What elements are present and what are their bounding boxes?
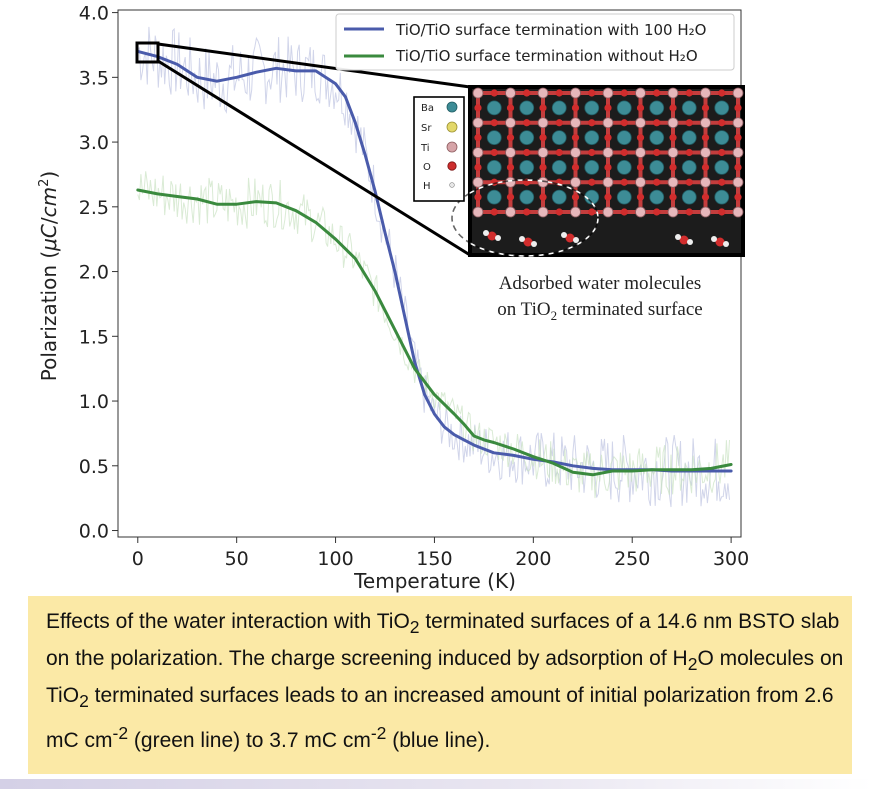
series-line-blue	[136, 49, 733, 473]
zoom-marker-box	[135, 41, 160, 64]
x-axis-label: Temperature (K)	[353, 569, 516, 593]
x-tick-label: 150	[416, 548, 452, 570]
legend-label-blue: TiO/TiO surface termination with 100 H₂O	[395, 21, 706, 39]
y-tick-label: 3.5	[79, 67, 109, 89]
zoom-connector-bottom	[157, 59, 471, 257]
svg-text:Sr: Sr	[421, 123, 432, 134]
x-tick-label: 300	[713, 548, 749, 570]
y-axis-label: Polarization (μC/cm2)	[37, 171, 61, 381]
y-tick-label: 3.0	[79, 132, 109, 154]
y-tick-label: 2.0	[79, 262, 109, 284]
bottom-decorative-band	[0, 779, 873, 789]
inset-structure-image	[451, 85, 745, 257]
y-tick-label: 1.0	[79, 391, 109, 413]
raw-trace-blue	[137, 26, 730, 508]
y-tick-label: 2.5	[79, 197, 109, 219]
inset-caption: Adsorbed water molecules on TiO2 termina…	[497, 273, 702, 323]
legend-label-green: TiO/TiO surface termination without H₂O	[395, 47, 698, 65]
y-axis-ticks: 0.0 0.5 1.0 1.5 2.0 2.5 3.0 3.5 4.0	[79, 3, 118, 543]
inset-caption-line2: on TiO2 terminated surface	[497, 299, 702, 323]
series-line-green	[136, 188, 733, 477]
x-tick-label: 200	[515, 548, 551, 570]
legend: TiO/TiO surface termination with 100 H₂O…	[335, 13, 735, 71]
x-tick-label: 0	[132, 548, 144, 570]
inset-atom-key: Ba Sr Ti O H	[413, 96, 465, 202]
chart: Polarization (μC/cm2) Temperature (K) 0.…	[37, 3, 749, 593]
plot-frame	[117, 9, 742, 538]
x-tick-label: 250	[614, 548, 650, 570]
x-tick-label: 50	[225, 548, 249, 570]
caption-panel	[28, 596, 852, 774]
x-tick-label: 100	[317, 548, 353, 570]
figure-caption: Effects of the water interaction with Ti…	[46, 610, 844, 752]
svg-text:O: O	[423, 162, 431, 173]
svg-text:H: H	[423, 181, 431, 192]
y-tick-label: 4.0	[79, 3, 109, 25]
inset-caption-line1: Adsorbed water molecules	[499, 273, 702, 294]
y-tick-label: 0.0	[79, 521, 109, 543]
y-tick-label: 0.5	[79, 456, 109, 478]
x-axis-ticks: 0 50 100 150 200 250 300	[132, 537, 749, 570]
svg-text:Ba: Ba	[421, 103, 434, 114]
y-tick-label: 1.5	[79, 326, 109, 348]
zoom-connector-top	[157, 42, 471, 89]
svg-text:Ti: Ti	[420, 143, 430, 154]
